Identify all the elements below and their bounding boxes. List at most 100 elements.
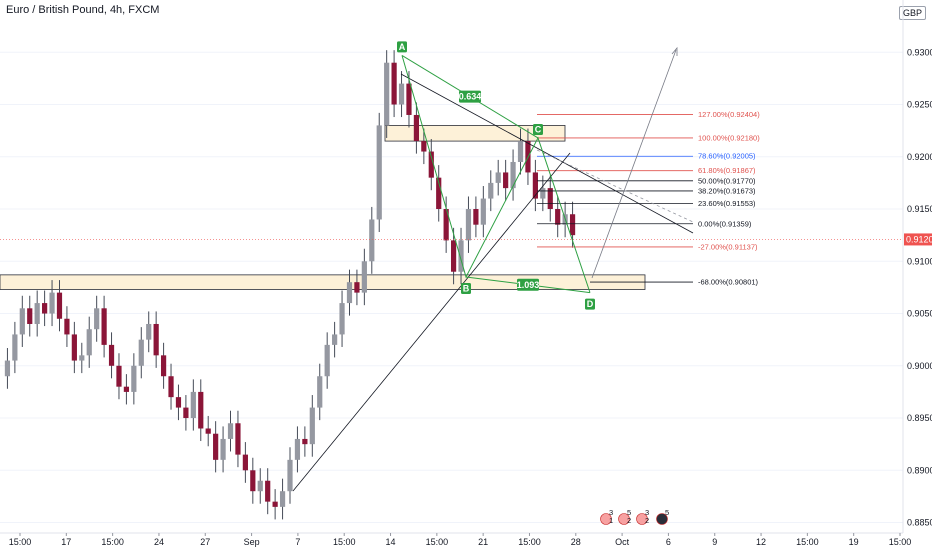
candle-body — [175, 397, 182, 408]
candle-body — [116, 365, 122, 387]
y-tick-label: 0.91500 — [907, 204, 932, 214]
candle-body — [213, 433, 219, 460]
candle-body — [242, 454, 248, 471]
event-icon — [618, 513, 630, 525]
x-tick-label: 15:00 — [101, 537, 124, 547]
candle-body — [86, 329, 92, 356]
currency-badge[interactable]: GBP — [898, 6, 926, 20]
candle-body — [235, 423, 241, 455]
candle-body — [198, 391, 204, 429]
event-sub: 2 — [627, 516, 631, 525]
candle-body — [488, 182, 494, 199]
candle-body — [391, 62, 397, 105]
candle-body — [279, 491, 286, 507]
candle-body — [384, 62, 390, 126]
fib-label: 38.20%(0.91673) — [698, 186, 756, 195]
candle-body — [302, 438, 308, 445]
candle-body — [123, 386, 130, 392]
x-tick-label: 21 — [478, 537, 488, 547]
x-tick-label: 12 — [756, 537, 766, 547]
fib-label: 23.60%(0.91553) — [698, 199, 756, 208]
candle-body — [443, 209, 449, 241]
pattern-point-badge — [533, 123, 543, 135]
fib-label: -68.00%(0.90801) — [698, 278, 759, 287]
candle-body — [27, 308, 33, 324]
last-price-badge — [904, 233, 932, 246]
event-count: 5 — [665, 508, 669, 517]
pattern-point-badge — [585, 298, 595, 310]
candle-body — [108, 344, 115, 366]
y-tick-label: 0.88500 — [907, 518, 932, 528]
candle-body — [131, 365, 137, 392]
candle-body — [257, 480, 263, 492]
event-count: 3 — [609, 508, 613, 517]
candle-body — [64, 318, 70, 335]
candle-body — [480, 198, 486, 225]
candle-body — [450, 240, 457, 272]
chart-title: Euro / British Pound, 4h, FXCM — [6, 4, 160, 16]
candle-body — [517, 141, 524, 162]
projection-line — [591, 49, 677, 279]
x-tick-label: 24 — [154, 537, 164, 547]
candle-body — [339, 303, 345, 335]
fib-label: 78.60%(0.92005) — [698, 152, 756, 161]
ratio-badge — [459, 90, 481, 103]
harmonic-pattern: A B C D 0.634 1.093 — [397, 41, 595, 310]
x-tick-label: 14 — [386, 537, 396, 547]
pattern-point-label: B — [463, 283, 470, 293]
ratio-badge — [517, 278, 539, 291]
y-tick-label: 0.91000 — [907, 256, 932, 266]
x-tick-label: 28 — [571, 537, 581, 547]
event-sub: 2 — [645, 516, 649, 525]
candle-body — [265, 480, 271, 502]
y-tick-label: 0.89000 — [907, 465, 932, 475]
drawings — [0, 46, 903, 492]
candle-body — [205, 428, 211, 434]
candle-body — [4, 360, 11, 377]
candle-body — [436, 177, 442, 210]
pattern-point-badge — [461, 282, 471, 294]
trend-line-dashed — [536, 149, 694, 223]
candle-body — [71, 334, 77, 361]
candle-body — [183, 407, 189, 419]
candle-body — [190, 391, 196, 419]
candle-body — [495, 172, 501, 183]
candle-body — [421, 141, 427, 152]
event-count: 5 — [627, 508, 631, 517]
x-tick-label: 15:00 — [796, 537, 819, 547]
fib-label: 61.80%(0.91867) — [698, 166, 756, 175]
y-tick-label: 0.93000 — [907, 47, 932, 57]
candle-body — [34, 303, 40, 324]
zones — [0, 125, 646, 290]
candle-body — [101, 308, 107, 345]
candle-body — [458, 240, 464, 272]
candle-body — [220, 438, 226, 460]
last-price-label: 0.91209 — [906, 234, 932, 244]
candle-body — [317, 376, 323, 408]
x-tick-label: Oct — [615, 537, 630, 547]
candle-body — [361, 261, 367, 293]
candle-body — [160, 355, 167, 377]
pattern-point-label: D — [587, 299, 594, 309]
x-tick-label: 15:00 — [426, 537, 449, 547]
candle-body — [272, 501, 278, 507]
fib-label: 0.00%(0.91359) — [698, 219, 752, 228]
candle-body — [406, 83, 412, 115]
y-tick-label: 0.90500 — [907, 309, 932, 319]
trend-line — [400, 73, 694, 234]
candle-body — [473, 209, 479, 225]
y-tick-label: 0.92500 — [907, 100, 932, 110]
x-tick-label: Sep — [244, 537, 260, 547]
x-tick-label: 7 — [295, 537, 300, 547]
candle-body — [569, 214, 576, 236]
grid — [0, 51, 903, 524]
candle-body — [465, 209, 472, 241]
candle-body — [309, 407, 315, 445]
candle-body — [138, 339, 144, 366]
candle-body — [346, 282, 353, 304]
candle-body — [12, 334, 18, 361]
y-tick-label: 0.92000 — [907, 152, 932, 162]
candle-body — [555, 209, 561, 225]
candle-body — [250, 470, 256, 492]
